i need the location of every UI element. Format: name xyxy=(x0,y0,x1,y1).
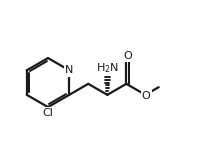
Text: O: O xyxy=(142,91,151,101)
Text: O: O xyxy=(124,51,133,61)
Text: N: N xyxy=(65,65,73,75)
Text: Cl: Cl xyxy=(43,108,53,118)
Text: H$_2$N: H$_2$N xyxy=(96,62,119,75)
